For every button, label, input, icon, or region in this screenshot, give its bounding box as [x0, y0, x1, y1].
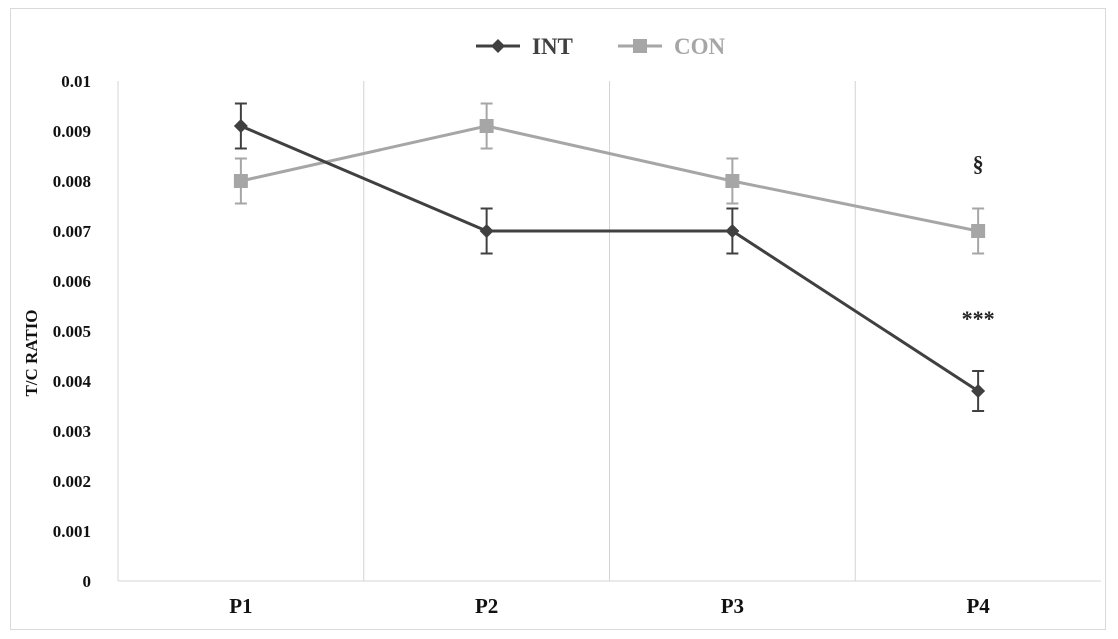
label-layer: § *** [962, 151, 995, 331]
data-point-con [479, 119, 494, 133]
y-tick-label: 0.007 [53, 222, 92, 241]
data-point-int [971, 384, 986, 398]
y-tick-label: 0.004 [53, 372, 92, 391]
legend: INT CON [476, 34, 726, 59]
y-tick-label: 0.01 [61, 72, 91, 91]
y-tick-label: 0 [83, 572, 92, 591]
data-point-con [725, 174, 740, 188]
x-tick-label: P3 [721, 594, 744, 618]
y-tick-label: 0.001 [53, 522, 91, 541]
legend-marker-con [633, 39, 647, 53]
annotation-label: § [973, 151, 984, 176]
y-axis-title: T/C RATIO [22, 309, 41, 396]
y-tick-label: 0.006 [53, 272, 91, 291]
chart-frame: 0 0.001 0.002 0.003 0.004 0.005 0.006 0.007 0.00… [10, 8, 1106, 630]
x-tick-label: P1 [229, 594, 252, 618]
axis-layer: 0 0.001 0.002 0.003 0.004 0.005 0.006 0.007 0.00… [22, 72, 1101, 618]
y-tick-label: 0.008 [53, 172, 91, 191]
y-tick-label: 0.005 [53, 322, 91, 341]
data-point-con [971, 224, 986, 238]
y-tick-label: 0.003 [53, 422, 91, 441]
legend-marker-int [491, 39, 505, 53]
data-point-int [233, 119, 248, 133]
data-point-int [479, 224, 494, 238]
series-line-con [240, 124, 979, 233]
line-chart: 0 0.001 0.002 0.003 0.004 0.005 0.006 0.007 0.00… [22, 34, 1101, 618]
legend-label-int: INT [532, 34, 573, 59]
annotation-label: *** [962, 306, 995, 331]
y-tick-label: 0.009 [53, 122, 91, 141]
x-tick-label: P4 [966, 594, 990, 618]
grid-layer [363, 81, 856, 581]
x-tick-label: P2 [475, 594, 498, 618]
data-point-int [725, 224, 740, 238]
series-layer [233, 102, 986, 412]
y-tick-label: 0.002 [53, 472, 91, 491]
legend-label-con: CON [674, 34, 726, 59]
data-point-con [233, 174, 248, 188]
series-line-int [240, 124, 979, 393]
